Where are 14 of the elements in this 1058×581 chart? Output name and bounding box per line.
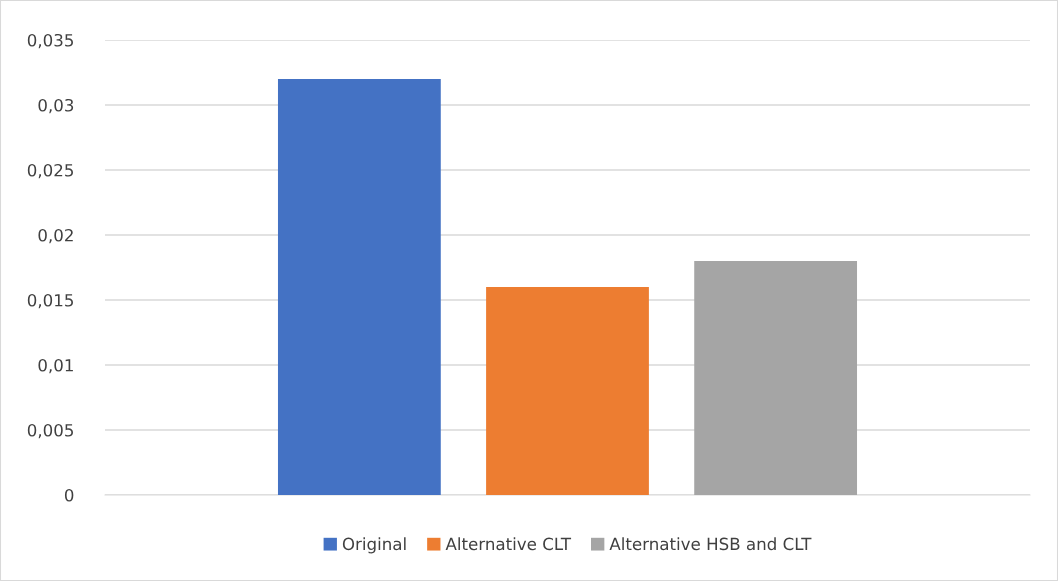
legend-label: Alternative HSB and CLT	[609, 537, 812, 551]
bar	[277, 79, 441, 495]
y-tick-label: 0,005	[27, 423, 73, 439]
y-tick-label: 0,015	[27, 293, 73, 309]
legend-label: Original	[342, 537, 406, 554]
bar	[486, 287, 649, 495]
y-tick-label: 0,035	[27, 33, 73, 49]
y-tick-label: 0	[64, 488, 74, 502]
y-tick-label: 0,02	[38, 228, 73, 244]
bar	[694, 261, 858, 495]
y-tick-label: 0,01	[38, 358, 73, 374]
legend-label: Alternative CLT	[445, 537, 572, 551]
y-tick-label: 0,03	[38, 98, 74, 114]
y-tick-label: 0,025	[27, 163, 73, 179]
